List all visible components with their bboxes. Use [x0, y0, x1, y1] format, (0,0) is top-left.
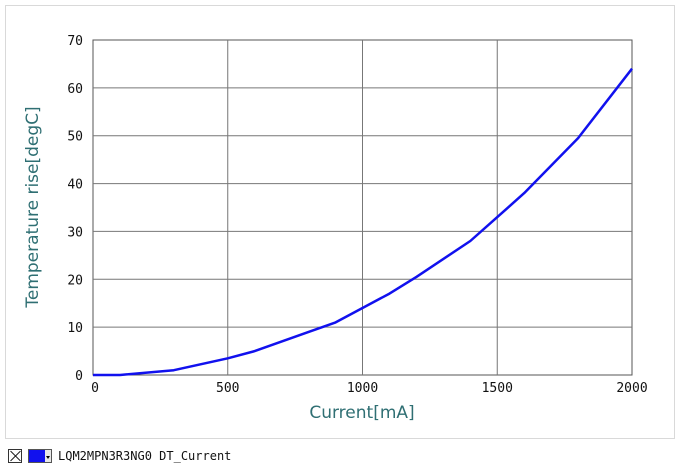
legend-color-swatch: [29, 450, 45, 462]
series-line: [93, 67, 633, 377]
legend-color-picker[interactable]: [28, 449, 52, 463]
y-tick-labels: 0 10 20 30 40 50 60 70: [67, 34, 83, 384]
y-tick-label: 30: [67, 225, 83, 240]
y-tick-label: 50: [67, 130, 83, 145]
y-tick-label: 20: [67, 273, 83, 288]
grid-lines: [93, 40, 632, 375]
y-tick-label: 40: [67, 178, 83, 193]
x-tick-label: 500: [216, 381, 239, 396]
x-tick-labels: 0 500 1000 1500 2000: [91, 381, 648, 396]
x-tick-label: 1000: [347, 381, 378, 396]
legend: LQM2MPN3R3NG0 DT_Current: [8, 446, 231, 466]
dropdown-arrow-icon: [45, 450, 51, 462]
y-axis-label: Temperature rise[degC]: [23, 106, 43, 308]
y-tick-label: 70: [67, 34, 83, 49]
x-tick-label: 0: [91, 381, 99, 396]
x-tick-label: 1500: [482, 381, 513, 396]
y-tick-label: 10: [67, 321, 83, 336]
legend-toggle-checkbox[interactable]: [8, 449, 22, 463]
x-tick-label: 2000: [616, 381, 647, 396]
y-tick-label: 0: [75, 369, 83, 384]
y-tick-label: 60: [67, 82, 83, 97]
legend-label: LQM2MPN3R3NG0 DT_Current: [58, 449, 232, 463]
x-axis-label: Current[mA]: [309, 403, 414, 423]
